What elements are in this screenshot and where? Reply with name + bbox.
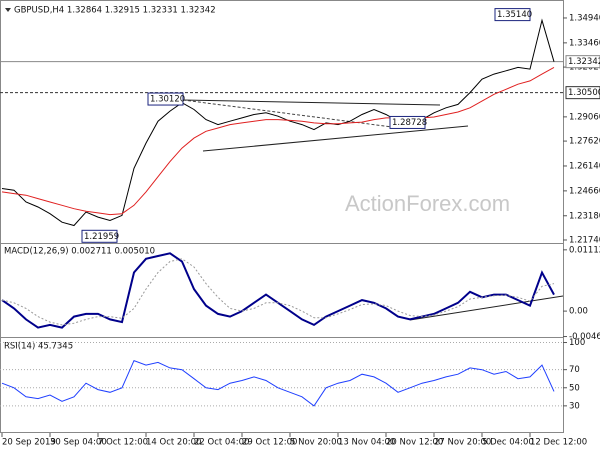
y-tick-label: 1.23180	[569, 211, 600, 221]
annotation: 1.30120	[150, 95, 185, 105]
frame	[0, 0, 564, 433]
series-line	[1, 359, 555, 407]
y-tick-label: 1.27620	[569, 137, 600, 147]
y-tick-label: 1.29060	[569, 112, 600, 122]
series-line	[1, 66, 555, 216]
y-tick-label: 1.26140	[569, 161, 600, 171]
watermark: ActionForex.com	[345, 191, 510, 216]
y-tick-label: 30	[569, 401, 580, 411]
annotation-box	[147, 92, 184, 106]
trend-line	[182, 99, 401, 129]
panel-title: MACD(12,26,9) 0.002711 0.005010	[4, 247, 155, 257]
y-tick-label: 0.00	[569, 307, 588, 317]
trend-line	[409, 295, 564, 321]
annotation: 1.21959	[84, 232, 119, 242]
trend-line	[182, 99, 441, 106]
x-tick-label: 7 Oct 12:00	[98, 438, 148, 448]
y-tick-label: -0.004617	[569, 332, 600, 342]
y-tick-label: 1.24660	[569, 186, 600, 196]
y-tick-label: 100	[569, 338, 585, 348]
y-tick-label: 0.011123	[569, 245, 600, 255]
series-line	[1, 258, 555, 326]
x-tick-label: 5 Dec 04:00	[482, 438, 534, 448]
menu-icon	[5, 8, 11, 12]
level-box	[565, 55, 600, 69]
chart-title: GBPUSD,H4 1.32864 1.32915 1.32331 1.3234…	[14, 6, 216, 16]
x-tick-label: 13 Nov 04:00	[338, 438, 395, 448]
x-tick-label: 30 Sep 04:00	[50, 438, 107, 448]
x-tick-label: 22 Oct 04:00	[194, 438, 249, 448]
y-tick-label: 1.34940	[569, 13, 600, 23]
annotation-box	[81, 229, 118, 243]
panel-title: RSI(14) 45.7345	[4, 342, 73, 352]
x-tick-label: 20 Nov 12:00	[386, 438, 443, 448]
x-tick-label: 12 Dec 12:00	[530, 438, 587, 448]
y-tick-label: 70	[569, 365, 580, 375]
x-tick-label: 14 Oct 20:00	[146, 438, 201, 448]
trend-line	[202, 125, 469, 152]
level-label: 1.30500	[568, 88, 600, 98]
series-line	[1, 18, 555, 227]
x-tick-label: 5 Nov 20:00	[290, 438, 342, 448]
level-label: 1.32342	[568, 57, 600, 67]
x-tick-label: 29 Oct 12:00	[242, 438, 297, 448]
annotation: 1.35140	[497, 10, 532, 20]
series-line	[1, 252, 555, 329]
annotation-box	[389, 115, 426, 129]
level-box	[565, 86, 600, 100]
x-tick-label: 20 Sep 2019	[2, 438, 56, 448]
y-tick-label: 1.33460	[569, 38, 600, 48]
annotation: 1.28728	[392, 118, 427, 128]
x-tick-label: 27 Nov 20:00	[434, 438, 491, 448]
annotation-box	[494, 8, 531, 22]
y-tick-label: 50	[569, 383, 580, 393]
y-tick-label: 1.21740	[569, 235, 600, 245]
